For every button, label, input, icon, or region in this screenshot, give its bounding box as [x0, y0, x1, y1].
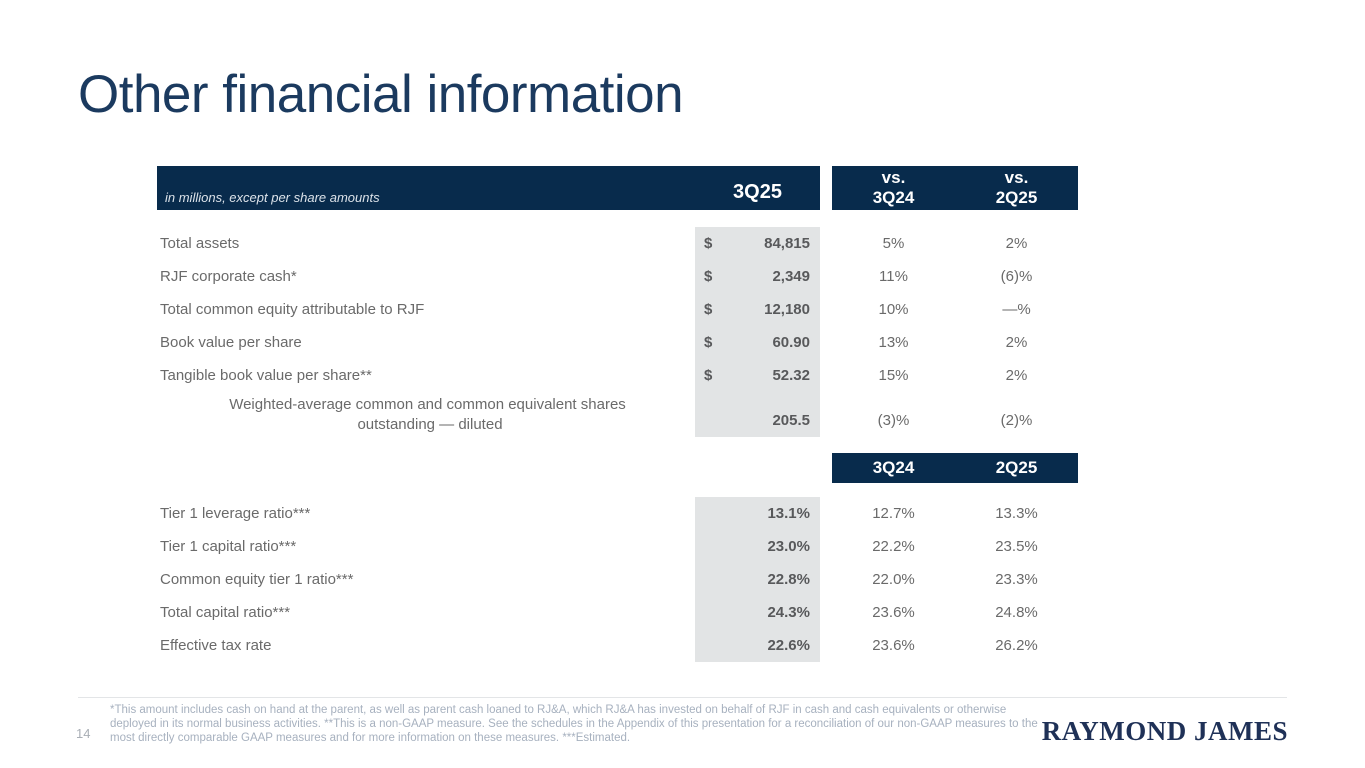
vs-2q25-value: 2% — [1005, 235, 1028, 252]
row-label: Total capital ratio*** — [160, 603, 291, 621]
value-3q24: 23.6% — [872, 637, 915, 654]
column-header-vs-2q25: vs. 2Q25 — [955, 166, 1078, 210]
table-row-tier1-leverage-ratio: Tier 1 leverage ratio*** 13.1% 12.7% 13.… — [157, 497, 1078, 530]
vs-2q25-value: (2)% — [1000, 412, 1033, 429]
currency-symbol: $ — [695, 260, 725, 293]
row-label: Tier 1 leverage ratio*** — [160, 504, 311, 522]
financial-metrics-table: Total assets $ 84,815 5% 2% RJF corporat… — [157, 227, 1078, 437]
units-note: in millions, except per share amounts — [165, 190, 380, 205]
table-header-bar-right: vs. 3Q24 vs. 2Q25 — [832, 166, 1078, 210]
table-header-bar-left: in millions, except per share amounts 3Q… — [157, 166, 820, 210]
vs-quarter-2: 2Q25 — [995, 188, 1038, 207]
value-3q25: 205.5 — [725, 392, 820, 437]
value-3q25: 12,180 — [725, 293, 820, 326]
value-2q25: 24.8% — [995, 604, 1038, 621]
table-row-tangible-book-value: Tangible book value per share** $ 52.32 … — [157, 359, 1078, 392]
value-3q24: 23.6% — [872, 604, 915, 621]
table-row-total-common-equity: Total common equity attributable to RJF … — [157, 293, 1078, 326]
currency-symbol — [695, 392, 725, 437]
row-label: Total common equity attributable to RJF — [160, 300, 425, 318]
ratio-metrics-table: Tier 1 leverage ratio*** 13.1% 12.7% 13.… — [157, 497, 1078, 662]
column-header-3q25: 3Q25 — [733, 181, 782, 203]
table-row-book-value-per-share: Book value per share $ 60.90 13% 2% — [157, 326, 1078, 359]
value-3q25: 52.32 — [725, 359, 820, 392]
table-row-total-assets: Total assets $ 84,815 5% 2% — [157, 227, 1078, 260]
currency-symbol: $ — [695, 359, 725, 392]
vs-3q24-value: 10% — [878, 301, 909, 318]
value-3q24: 12.7% — [872, 505, 915, 522]
vs-3q24-value: 5% — [882, 235, 905, 252]
column-header-2q25: 2Q25 — [995, 458, 1038, 477]
value-3q25: 22.8% — [695, 563, 820, 596]
currency-symbol: $ — [695, 293, 725, 326]
value-3q25: 13.1% — [695, 497, 820, 530]
value-3q25: 23.0% — [695, 530, 820, 563]
table-row-effective-tax-rate: Effective tax rate 22.6% 23.6% 26.2% — [157, 629, 1078, 662]
table-row-total-capital-ratio: Total capital ratio*** 24.3% 23.6% 24.8% — [157, 596, 1078, 629]
raymond-james-logo: RAYMOND JAMES — [1041, 716, 1288, 746]
table-row-tier1-capital-ratio: Tier 1 capital ratio*** 23.0% 22.2% 23.5… — [157, 530, 1078, 563]
value-3q25: 22.6% — [695, 629, 820, 662]
value-2q25: 13.3% — [995, 505, 1038, 522]
value-3q24: 22.0% — [872, 571, 915, 588]
vs-2q25-value: 2% — [1005, 367, 1028, 384]
vs-quarter-1: 3Q24 — [872, 188, 915, 207]
vs-3q24-value: 15% — [878, 367, 909, 384]
row-label: Tier 1 capital ratio*** — [160, 537, 297, 555]
currency-symbol: $ — [695, 326, 725, 359]
value-3q25: 84,815 — [725, 227, 820, 260]
vs-2q25-value: 2% — [1005, 334, 1028, 351]
row-label: Weighted-average common and common equiv… — [229, 396, 626, 433]
currency-symbol: $ — [695, 227, 725, 260]
table-row-weighted-average-shares: Weighted-average common and common equiv… — [157, 392, 1078, 437]
vs-label: vs. — [881, 168, 906, 188]
row-label: Book value per share — [160, 333, 302, 351]
value-3q24: 22.2% — [872, 538, 915, 555]
table-row-common-equity-tier1-ratio: Common equity tier 1 ratio*** 22.8% 22.0… — [157, 563, 1078, 596]
footer-divider — [78, 697, 1287, 698]
table-row-rjf-corporate-cash: RJF corporate cash* $ 2,349 11% (6)% — [157, 260, 1078, 293]
vs-2q25-value: (6)% — [1000, 268, 1033, 285]
value-2q25: 23.5% — [995, 538, 1038, 555]
row-label: Tangible book value per share** — [160, 366, 372, 384]
row-label: Effective tax rate — [160, 636, 272, 654]
vs-label: vs. — [1004, 168, 1029, 188]
page-number: 14 — [76, 726, 91, 741]
ratio-section-header-bar: 3Q24 2Q25 — [832, 453, 1078, 483]
value-3q25: 24.3% — [695, 596, 820, 629]
vs-3q24-value: (3)% — [877, 412, 910, 429]
row-label: Common equity tier 1 ratio*** — [160, 570, 354, 588]
vs-3q24-value: 13% — [878, 334, 909, 351]
vs-3q24-value: 11% — [879, 268, 908, 285]
value-3q25: 2,349 — [725, 260, 820, 293]
footnote-text: *This amount includes cash on hand at th… — [110, 704, 1038, 744]
row-label: RJF corporate cash* — [160, 267, 297, 285]
column-header-3q24: 3Q24 — [872, 458, 915, 477]
value-2q25: 26.2% — [995, 637, 1038, 654]
slide-title: Other financial information — [78, 65, 684, 124]
column-header-vs-3q24: vs. 3Q24 — [832, 166, 955, 210]
row-label: Total assets — [160, 234, 240, 252]
value-2q25: 23.3% — [995, 571, 1038, 588]
value-3q25: 60.90 — [725, 326, 820, 359]
vs-2q25-value: —% — [1002, 301, 1031, 318]
